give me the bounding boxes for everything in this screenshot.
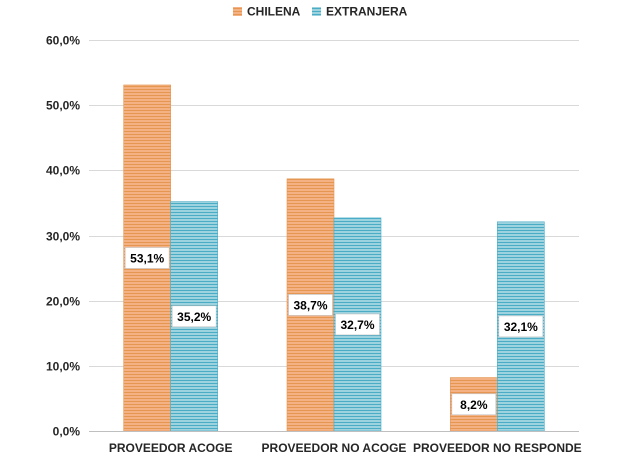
- data-label-box: [288, 294, 333, 316]
- data-label: 32,1%: [504, 320, 538, 334]
- x-category-label: PROVEEDOR ACOGE: [109, 441, 233, 455]
- y-tick-label: 10,0%: [46, 360, 80, 374]
- data-label: 53,1%: [130, 251, 164, 265]
- data-label-box: [335, 313, 380, 336]
- y-axis: 0,0% 10,0% 20,0% 30,0% 40,0% 50,0% 60,0%: [46, 34, 80, 439]
- y-tick-label: 50,0%: [46, 99, 80, 113]
- data-label-box: [171, 305, 217, 328]
- data-label-box: [498, 315, 544, 338]
- x-category-label: PROVEEDOR NO ACOGE: [262, 441, 407, 455]
- data-label: 8,2%: [460, 398, 488, 412]
- y-tick-label: 60,0%: [46, 34, 80, 48]
- y-tick-label: 30,0%: [46, 230, 80, 244]
- y-tick-label: 40,0%: [46, 164, 80, 178]
- y-tick-label: 20,0%: [46, 295, 80, 309]
- data-label-box: [124, 247, 170, 269]
- x-axis: PROVEEDOR ACOGE PROVEEDOR NO ACOGE PROVEED…: [89, 431, 582, 455]
- data-labels: 53,1% 35,2% 38,7% 32,7% 8,2% 32,1%: [124, 247, 544, 416]
- legend-label-chilena: CHILENA: [247, 5, 301, 19]
- legend-swatch-extranjera: [312, 7, 321, 16]
- legend-label-extranjera: EXTRANJERA: [326, 5, 408, 19]
- y-tick-label: 0,0%: [53, 425, 81, 439]
- chart-legend: CHILENA EXTRANJERA: [233, 5, 408, 19]
- bars: [123, 84, 545, 432]
- legend-swatch-chilena: [233, 7, 242, 16]
- data-label-box: [451, 393, 497, 416]
- data-label: 35,2%: [177, 310, 211, 324]
- x-category-label: PROVEEDOR NO RESPONDE: [413, 441, 582, 455]
- data-label: 32,7%: [340, 318, 374, 332]
- data-label: 38,7%: [293, 298, 327, 312]
